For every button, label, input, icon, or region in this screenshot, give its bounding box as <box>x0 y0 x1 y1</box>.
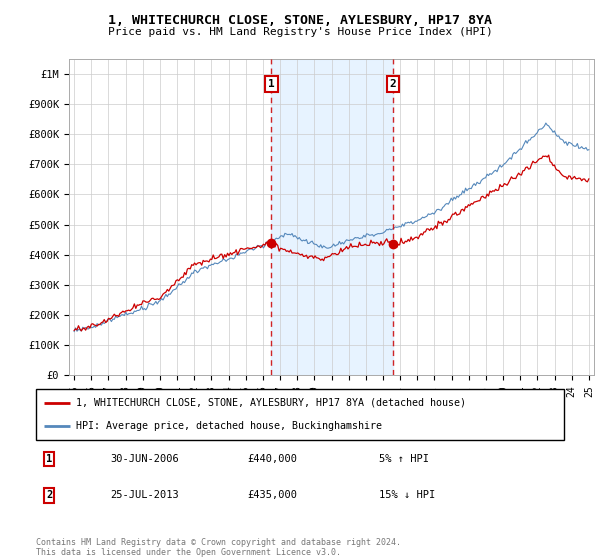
Text: 30-JUN-2006: 30-JUN-2006 <box>110 454 179 464</box>
Text: Contains HM Land Registry data © Crown copyright and database right 2024.
This d: Contains HM Land Registry data © Crown c… <box>36 538 401 557</box>
FancyBboxPatch shape <box>36 389 564 440</box>
Text: £435,000: £435,000 <box>247 491 297 501</box>
Text: 25-JUL-2013: 25-JUL-2013 <box>110 491 179 501</box>
Text: Price paid vs. HM Land Registry's House Price Index (HPI): Price paid vs. HM Land Registry's House … <box>107 27 493 37</box>
Text: 15% ↓ HPI: 15% ↓ HPI <box>379 491 436 501</box>
Text: 1: 1 <box>46 454 52 464</box>
Text: 2: 2 <box>46 491 52 501</box>
Text: HPI: Average price, detached house, Buckinghamshire: HPI: Average price, detached house, Buck… <box>76 421 382 431</box>
Text: 1: 1 <box>268 79 275 89</box>
Text: 2: 2 <box>389 79 396 89</box>
Text: £440,000: £440,000 <box>247 454 297 464</box>
Text: 1, WHITECHURCH CLOSE, STONE, AYLESBURY, HP17 8YA (detached house): 1, WHITECHURCH CLOSE, STONE, AYLESBURY, … <box>76 398 466 408</box>
Bar <box>271 59 393 375</box>
Text: 5% ↑ HPI: 5% ↑ HPI <box>379 454 429 464</box>
Text: 1, WHITECHURCH CLOSE, STONE, AYLESBURY, HP17 8YA: 1, WHITECHURCH CLOSE, STONE, AYLESBURY, … <box>108 14 492 27</box>
